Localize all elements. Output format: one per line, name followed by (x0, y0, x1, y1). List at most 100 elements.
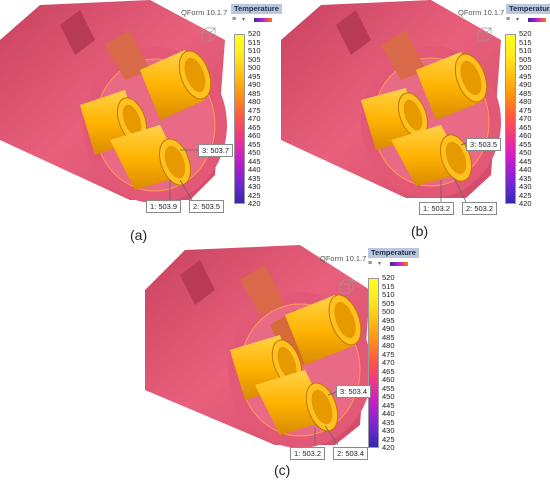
legend-tick-label: 425 (519, 190, 532, 200)
legend-tick-label: 480 (382, 341, 395, 350)
legend-tick-label: 435 (382, 417, 395, 427)
legend-tick-label: 505 (382, 298, 395, 308)
legend-tick-label: 435 (519, 173, 532, 183)
legend-toolbar: ≡ ▾ (366, 259, 410, 268)
probe-3-label: 3: 503.7 (198, 144, 234, 157)
legend-tick-label: 500 (382, 307, 395, 316)
legend-tick-label: 465 (248, 122, 261, 132)
legend-toolbar: ≡ ▾ (230, 15, 274, 24)
legend-tick-label: 495 (519, 71, 532, 81)
probe-2-label: 2: 503.5 (189, 200, 225, 213)
probe-3-label: 3: 503.5 (466, 138, 502, 151)
legend-tick-label: 490 (519, 80, 532, 89)
legend-tick-label: 420 (519, 199, 532, 208)
panel-caption: (c) (274, 462, 291, 478)
legend-tick-label: 440 (248, 165, 261, 174)
chevron-down-icon[interactable]: ▾ (378, 261, 382, 267)
panel-c: QForm 10.1.7 Temperature ≡ ▾ 520 515 510 50… (140, 240, 420, 484)
legend-tick-label: 510 (382, 290, 395, 299)
legend-tick-label: 465 (519, 122, 532, 132)
panel-b: QForm 10.1.7 Temperature ≡ ▾ 520 515 510 50… (276, 0, 550, 245)
temperature-field-render (145, 245, 372, 448)
chevron-down-icon[interactable]: ▾ (242, 17, 246, 23)
legend-tick-label: 440 (519, 165, 532, 174)
app-version-label: QForm 10.1.7 (181, 8, 228, 17)
legend-tick-label: 510 (248, 46, 261, 55)
legend-tick-label: 520 (248, 29, 261, 38)
legend-tick-label: 460 (382, 375, 395, 384)
legend-tick-label: 490 (248, 80, 261, 89)
legend-tick-label: 445 (382, 400, 395, 410)
panel-caption: (a) (130, 227, 148, 243)
legend-tick-label: 455 (248, 139, 261, 149)
probe-2-label: 2: 503.4 (333, 447, 369, 460)
legend-tick-label: 430 (248, 182, 261, 191)
temperature-field-render (0, 0, 227, 203)
app-version-label: QForm 10.1.7 (458, 8, 505, 17)
legend-tick-label: 490 (382, 324, 395, 333)
menu-icon[interactable]: ≡ (506, 16, 511, 23)
legend-tick-label: 515 (382, 281, 395, 291)
legend-tick-label: 485 (382, 332, 395, 342)
legend-tick-label: 520 (519, 29, 532, 38)
legend-tick-label: 470 (519, 114, 532, 123)
legend-tick-label: 505 (519, 54, 532, 64)
legend-tick-label: 430 (519, 182, 532, 191)
legend-tick-label: 460 (519, 131, 532, 140)
legend-tick-label: 500 (248, 63, 261, 72)
probe-1-label: 1: 503.2 (419, 202, 455, 215)
legend-title: Temperature (368, 248, 419, 258)
legend-title: Temperature (506, 4, 550, 14)
legend-tick-label: 420 (248, 199, 261, 208)
legend-tick-label: 445 (519, 156, 532, 166)
legend-tick-label: 430 (382, 426, 395, 435)
legend-tick-label: 505 (248, 54, 261, 64)
legend-tick-label: 445 (248, 156, 261, 166)
probe-1-label: 1: 503.9 (146, 200, 182, 213)
chevron-down-icon[interactable]: ▾ (516, 17, 520, 23)
legend-tick-label: 450 (248, 148, 261, 157)
legend-tick-label: 450 (382, 392, 395, 401)
legend-color-bar (505, 34, 516, 204)
legend-tick-label: 475 (248, 105, 261, 115)
legend-tick-label: 510 (519, 46, 532, 55)
palette-icon[interactable] (528, 18, 546, 22)
legend-color-bar (234, 34, 245, 204)
legend-title: Temperature (231, 4, 282, 14)
legend-tick-label: 420 (382, 443, 395, 452)
legend-tick-label: 455 (382, 383, 395, 393)
legend-tick-label: 500 (519, 63, 532, 72)
legend-tick-label: 425 (248, 190, 261, 200)
legend-tick-label: 475 (382, 349, 395, 359)
palette-icon[interactable] (390, 262, 408, 266)
legend-tick-label: 465 (382, 366, 395, 376)
app-version-label: QForm 10.1.7 (320, 254, 367, 263)
legend-tick-label: 515 (519, 37, 532, 47)
menu-icon[interactable]: ≡ (232, 16, 237, 23)
legend-tick-label: 450 (519, 148, 532, 157)
legend-tick-label: 485 (248, 88, 261, 98)
legend-tick-label: 520 (382, 273, 395, 282)
legend-toolbar: ≡ ▾ (504, 15, 548, 24)
legend-tick-label: 475 (519, 105, 532, 115)
legend-tick-label: 485 (519, 88, 532, 98)
menu-icon[interactable]: ≡ (368, 260, 373, 267)
palette-icon[interactable] (254, 18, 272, 22)
legend-tick-label: 425 (382, 434, 395, 444)
legend-tick-label: 495 (248, 71, 261, 81)
legend-tick-label: 470 (382, 358, 395, 367)
probe-1-label: 1: 503.2 (290, 447, 326, 460)
legend-tick-label: 435 (248, 173, 261, 183)
legend-tick-label: 480 (519, 97, 532, 106)
probe-2-label: 2: 503.2 (462, 202, 498, 215)
legend-tick-label: 480 (248, 97, 261, 106)
legend-tick-label: 495 (382, 315, 395, 325)
legend-tick-label: 460 (248, 131, 261, 140)
legend-color-bar (368, 278, 379, 448)
probe-3-label: 3: 503.4 (336, 385, 372, 398)
legend-tick-label: 470 (248, 114, 261, 123)
legend-tick-label: 455 (519, 139, 532, 149)
legend-tick-label: 515 (248, 37, 261, 47)
panel-caption: (b) (411, 223, 429, 239)
panel-a: QForm 10.1.7 Temperature ≡ ▾ 520 515 510 50… (0, 0, 282, 245)
